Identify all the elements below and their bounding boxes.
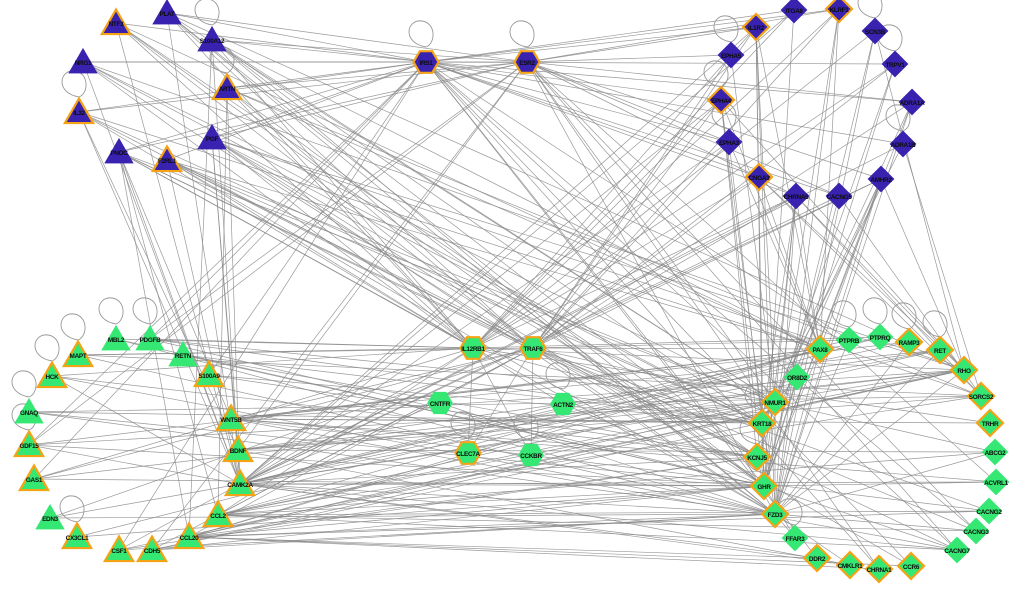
svg-text:CAMK2A: CAMK2A (227, 482, 253, 489)
svg-text:TRAF6: TRAF6 (523, 346, 543, 353)
svg-text:TRHR: TRHR (982, 421, 999, 428)
svg-text:ACVRL1: ACVRL1 (984, 480, 1009, 487)
svg-text:ESR2: ESR2 (519, 60, 535, 67)
svg-text:PAX8: PAX8 (812, 347, 828, 354)
svg-text:EDN3: EDN3 (42, 516, 59, 523)
svg-text:NTF3: NTF3 (109, 21, 125, 28)
svg-text:EPHA3: EPHA3 (719, 140, 740, 147)
svg-text:CNGA3: CNGA3 (749, 175, 771, 182)
svg-text:CACNG7: CACNG7 (944, 548, 970, 555)
svg-text:S100A9: S100A9 (198, 373, 220, 380)
svg-text:NRG1: NRG1 (75, 60, 92, 67)
svg-text:CX3CL1: CX3CL1 (66, 535, 89, 542)
svg-text:EPHA4: EPHA4 (711, 98, 732, 105)
svg-text:MBL2: MBL2 (108, 337, 125, 344)
svg-text:CHRNA1: CHRNA1 (867, 567, 893, 574)
svg-text:BDNF: BDNF (230, 448, 247, 455)
svg-text:RHO: RHO (957, 368, 971, 375)
svg-text:GAS1: GAS1 (26, 477, 43, 484)
svg-text:CNTFR: CNTFR (430, 401, 451, 408)
svg-text:RAMP3: RAMP3 (899, 340, 921, 347)
svg-text:HCK: HCK (46, 374, 60, 381)
svg-text:PTPRB: PTPRB (839, 338, 860, 345)
svg-text:CCKBR: CCKBR (520, 453, 542, 460)
svg-text:GDF15: GDF15 (19, 443, 39, 450)
svg-text:TRPV1: TRPV1 (885, 62, 905, 69)
svg-text:PGF: PGF (206, 136, 219, 143)
svg-text:CACNG5: CACNG5 (826, 194, 852, 201)
svg-text:IRS1: IRS1 (419, 60, 433, 67)
svg-text:CSF1: CSF1 (111, 548, 127, 555)
svg-text:KLRF1: KLRF1 (829, 7, 849, 14)
svg-text:PDGFB: PDGFB (140, 337, 162, 344)
svg-text:IL1R2: IL1R2 (748, 25, 765, 32)
svg-text:RETN: RETN (175, 353, 192, 360)
svg-text:KCNJ5: KCNJ5 (747, 455, 767, 462)
svg-text:RET: RET (934, 348, 946, 355)
svg-text:CCR6: CCR6 (903, 564, 920, 571)
svg-text:CCL20: CCL20 (180, 535, 199, 542)
svg-text:F2RL1: F2RL1 (158, 158, 177, 165)
svg-text:ITGA8: ITGA8 (785, 8, 803, 15)
svg-text:PNOC: PNOC (110, 150, 128, 157)
svg-text:PLAT: PLAT (159, 11, 174, 18)
svg-text:ADRA1A: ADRA1A (900, 100, 926, 107)
svg-text:SCN3B: SCN3B (865, 29, 886, 36)
svg-text:MAPT: MAPT (70, 353, 87, 360)
svg-text:ABCG2: ABCG2 (985, 450, 1007, 457)
svg-text:GHR: GHR (757, 484, 771, 491)
svg-text:KRT18: KRT18 (753, 421, 772, 428)
svg-text:DDR2: DDR2 (809, 556, 826, 563)
svg-text:ACTN2: ACTN2 (553, 402, 574, 409)
svg-text:AMHR2: AMHR2 (870, 177, 892, 184)
svg-text:WNT5B: WNT5B (220, 417, 242, 424)
svg-text:FZD3: FZD3 (768, 512, 784, 519)
svg-text:PTPRQ: PTPRQ (870, 335, 891, 342)
svg-text:CCL2: CCL2 (210, 513, 226, 520)
svg-text:ADRA1B: ADRA1B (891, 142, 917, 149)
svg-text:CMKLR1: CMKLR1 (838, 563, 864, 570)
svg-text:CACNG3: CACNG3 (963, 529, 989, 536)
svg-text:ARTN: ARTN (219, 86, 236, 93)
svg-text:GNAQ: GNAQ (20, 410, 38, 417)
svg-text:FFAR3: FFAR3 (786, 536, 805, 543)
svg-text:OR8D2: OR8D2 (787, 375, 808, 382)
svg-text:IL12RB1: IL12RB1 (461, 346, 485, 353)
svg-text:IL32: IL32 (73, 110, 85, 117)
svg-text:CDH5: CDH5 (144, 548, 161, 555)
svg-text:CLEC7A: CLEC7A (456, 451, 480, 458)
svg-text:CACNG2: CACNG2 (976, 509, 1002, 516)
svg-text:S100A12: S100A12 (200, 38, 225, 45)
svg-text:SORCS2: SORCS2 (969, 394, 994, 401)
svg-text:CHRNA5: CHRNA5 (784, 194, 810, 201)
svg-text:EPHA5: EPHA5 (721, 53, 742, 60)
svg-text:NMUR1: NMUR1 (764, 400, 786, 407)
